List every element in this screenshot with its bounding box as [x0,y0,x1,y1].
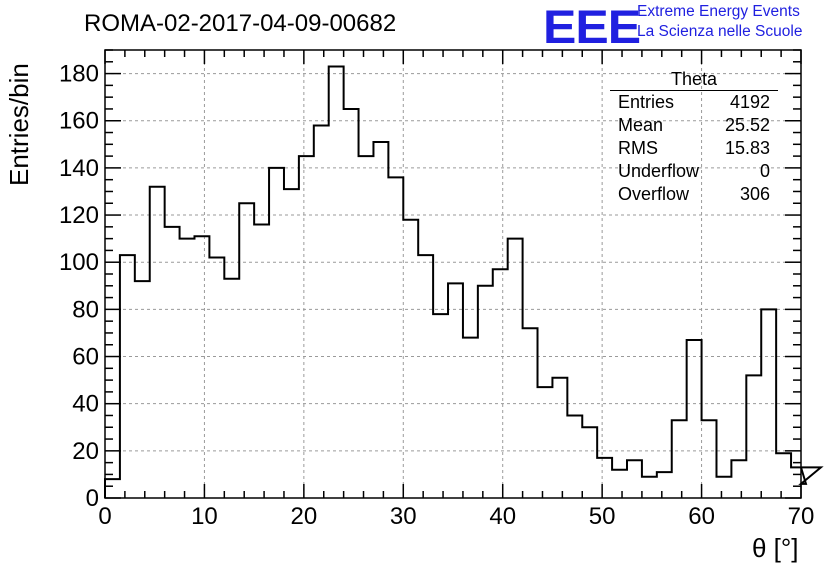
x-tick-label: 60 [688,503,715,530]
x-tick-label: 30 [390,503,417,530]
stats-row-overflow: Overflow 306 [610,183,778,206]
x-tick-label: 50 [589,503,616,530]
logo-caption: Extreme Energy Events La Scienza nelle S… [637,2,802,42]
y-tick-label: 100 [59,249,99,276]
y-tick-labels: 0 20 40 60 80 100 120 140 160 180 [59,61,99,512]
x-tick-label: 40 [489,503,516,530]
stats-value: 25.52 [724,115,770,135]
logo-line-1: Extreme Energy Events [637,3,800,20]
stats-label: RMS [618,138,658,158]
stats-label: Overflow [618,184,690,204]
y-tick-label: 0 [86,485,99,512]
stats-title: Theta [610,68,778,91]
stats-row-underflow: Underflow 0 [610,160,778,183]
stats-value: 0 [759,161,770,181]
y-axis-label: Entries/bin [4,63,34,186]
y-tick-label: 180 [59,61,99,88]
x-tick-label: 70 [788,503,815,530]
y-tick-label: 120 [59,202,99,229]
y-tick-label: 140 [59,155,99,182]
stats-row-entries: Entries 4192 [610,91,778,114]
stats-row-mean: Mean 25.52 [610,114,778,137]
eee-logo: EEE [543,0,641,54]
x-tick-label: 10 [191,503,218,530]
y-tick-label: 160 [59,108,99,135]
stats-label: Underflow [618,161,700,181]
y-tick-label: 40 [72,391,99,418]
x-tick-label: 20 [291,503,318,530]
axis-ticks [104,49,802,499]
stats-value: 15.83 [724,138,770,158]
grid-lines [105,50,801,498]
logo-line-2: La Scienza nelle Scuole [637,23,803,40]
x-tick-label: 0 [98,503,111,530]
y-tick-label: 60 [72,344,99,371]
stats-value: 4192 [729,92,770,112]
chart-title: ROMA-02-2017-04-09-00682 [84,10,397,37]
stats-label: Entries [618,92,675,112]
histogram-line [104,65,824,498]
x-axis-label: θ [°] [752,533,799,563]
x-tick-labels: 0 10 20 30 40 50 60 70 [98,503,814,530]
stats-label: Mean [618,115,664,135]
stats-row-rms: RMS 15.83 [610,137,778,160]
stats-box: Theta Entries 4192 Mean 25.52 RMS 15.83 … [610,68,778,206]
y-tick-label: 80 [72,296,99,323]
stats-value: 306 [739,184,770,204]
y-tick-label: 20 [72,438,99,465]
